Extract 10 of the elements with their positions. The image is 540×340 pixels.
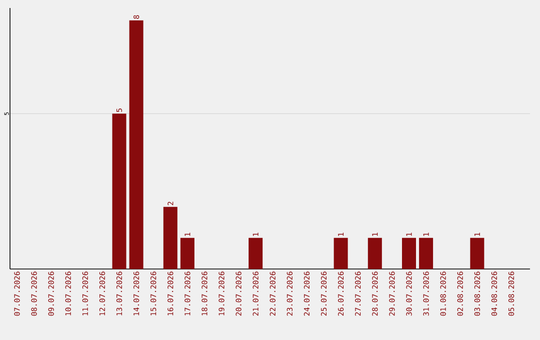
bar	[470, 238, 484, 269]
bar	[402, 238, 416, 269]
bar	[129, 20, 144, 269]
bar	[112, 114, 126, 269]
bar	[248, 238, 263, 269]
bar	[163, 206, 178, 269]
bar	[334, 238, 348, 269]
bar	[368, 238, 382, 269]
bar	[180, 238, 194, 269]
bar	[419, 238, 434, 269]
